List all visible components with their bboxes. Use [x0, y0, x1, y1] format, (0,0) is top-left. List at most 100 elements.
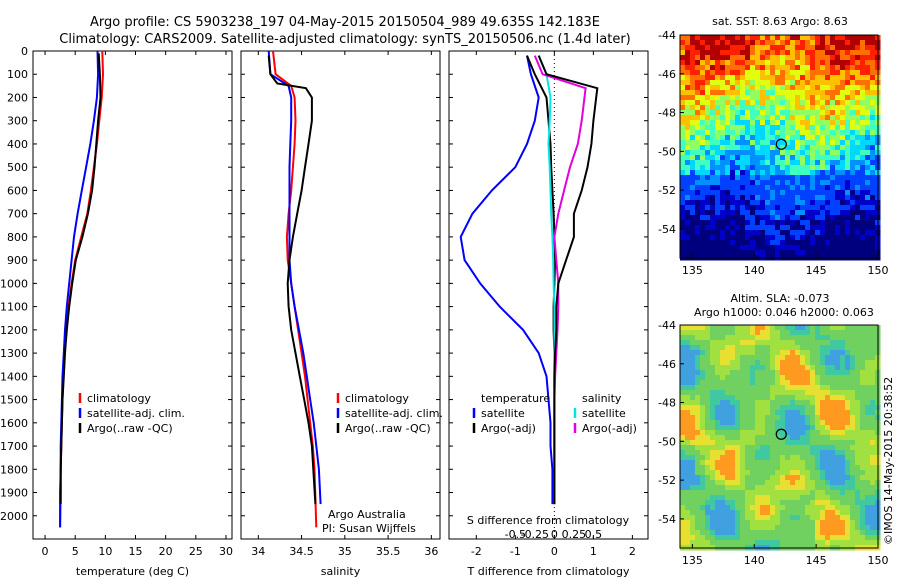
map-cell [725, 125, 731, 131]
map-cell [690, 120, 696, 126]
map-cell [755, 90, 761, 96]
map-cell [770, 525, 776, 531]
map-cell [845, 520, 851, 526]
map-cell [750, 100, 756, 106]
map-cell [770, 60, 776, 66]
map-cell [865, 140, 871, 146]
map-cell [715, 420, 721, 426]
map-cell [825, 405, 831, 411]
map-cell [730, 355, 736, 361]
map-cell [700, 470, 706, 476]
map-cell [715, 170, 721, 176]
map-cell [870, 55, 876, 61]
map-cell [845, 510, 851, 516]
map-cell [750, 35, 756, 41]
map-cell [770, 245, 776, 251]
map-cell [765, 190, 771, 196]
map-cell [795, 155, 801, 161]
map-cell [870, 480, 876, 486]
map-cell [825, 375, 831, 381]
map-cell [740, 365, 746, 371]
map-cell [790, 390, 796, 396]
map-cell [815, 410, 821, 416]
map-cell [850, 325, 856, 331]
map-cell [725, 220, 731, 226]
map-cell [725, 80, 731, 86]
map-cell [700, 385, 706, 391]
map-cell [760, 150, 766, 156]
map-cell [840, 440, 846, 446]
map-cell [785, 80, 791, 86]
map-cell [835, 395, 841, 401]
map-cell [795, 235, 801, 241]
map-cell [850, 510, 856, 516]
map-cell [765, 225, 771, 231]
map-cell [830, 160, 836, 166]
map-cell [695, 45, 701, 51]
map-cell [770, 225, 776, 231]
map-cell [780, 330, 786, 336]
map-cell [870, 460, 876, 466]
map-cell [735, 190, 741, 196]
map-cell [755, 180, 761, 186]
map-cell [780, 485, 786, 491]
map-cell [690, 380, 696, 386]
map-cell [825, 430, 831, 436]
map-cell [850, 95, 856, 101]
map-cell [785, 365, 791, 371]
map-cell [710, 480, 716, 486]
map-cell [860, 90, 866, 96]
map-cell [770, 430, 776, 436]
map-cell [685, 345, 691, 351]
map-cell [705, 520, 711, 526]
map-cell [690, 110, 696, 116]
map-cell [795, 385, 801, 391]
map-cell [775, 535, 781, 541]
map-cell [690, 460, 696, 466]
map-cell [790, 345, 796, 351]
map-cell [740, 195, 746, 201]
map-cell [850, 250, 856, 256]
map-cell [820, 405, 826, 411]
map-cell [855, 70, 861, 76]
map-cell [695, 190, 701, 196]
map-cell [755, 530, 761, 536]
map-cell [720, 490, 726, 496]
map-cell [850, 70, 856, 76]
map-cell [720, 515, 726, 521]
map-cell [760, 355, 766, 361]
map-cell [800, 105, 806, 111]
map-cell [805, 90, 811, 96]
map-cell [760, 325, 766, 331]
map-cell [865, 380, 871, 386]
map-cell [730, 190, 736, 196]
map-cell [725, 455, 731, 461]
map-cell [865, 35, 871, 41]
map-cell [805, 395, 811, 401]
map-cell [695, 530, 701, 536]
x-tick-label: 140 [744, 264, 765, 277]
map-cell [815, 415, 821, 421]
map-cell [730, 75, 736, 81]
map-cell [720, 525, 726, 531]
map-cell [795, 505, 801, 511]
map-cell [785, 480, 791, 486]
map-cell [760, 55, 766, 61]
map-cell [685, 405, 691, 411]
map-cell [850, 110, 856, 116]
map-cell [855, 200, 861, 206]
map-cell [865, 220, 871, 226]
map-cell [805, 530, 811, 536]
map-cell [785, 415, 791, 421]
map-cell [745, 245, 751, 251]
map-cell [860, 65, 866, 71]
map-cell [785, 420, 791, 426]
map-cell [810, 235, 816, 241]
map-cell [740, 510, 746, 516]
map-cell [780, 380, 786, 386]
map-cell [865, 170, 871, 176]
map-cell [850, 375, 856, 381]
map-cell [710, 520, 716, 526]
map-cell [765, 505, 771, 511]
